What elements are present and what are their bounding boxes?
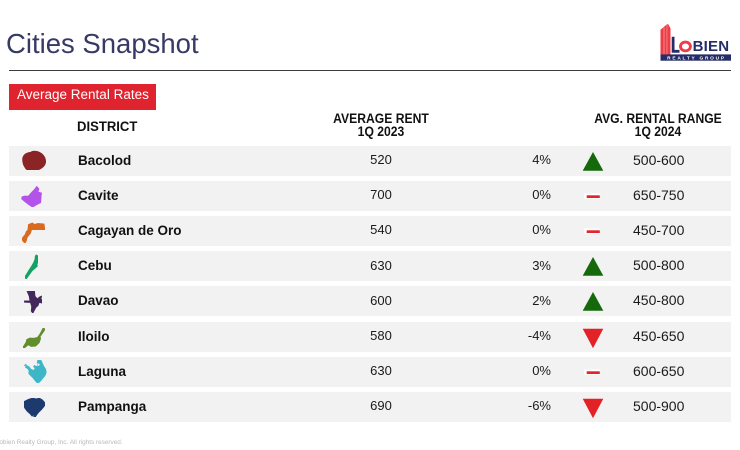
svg-text:BIEN: BIEN bbox=[693, 38, 730, 55]
svg-text:REALTY GROUP: REALTY GROUP bbox=[667, 56, 726, 62]
